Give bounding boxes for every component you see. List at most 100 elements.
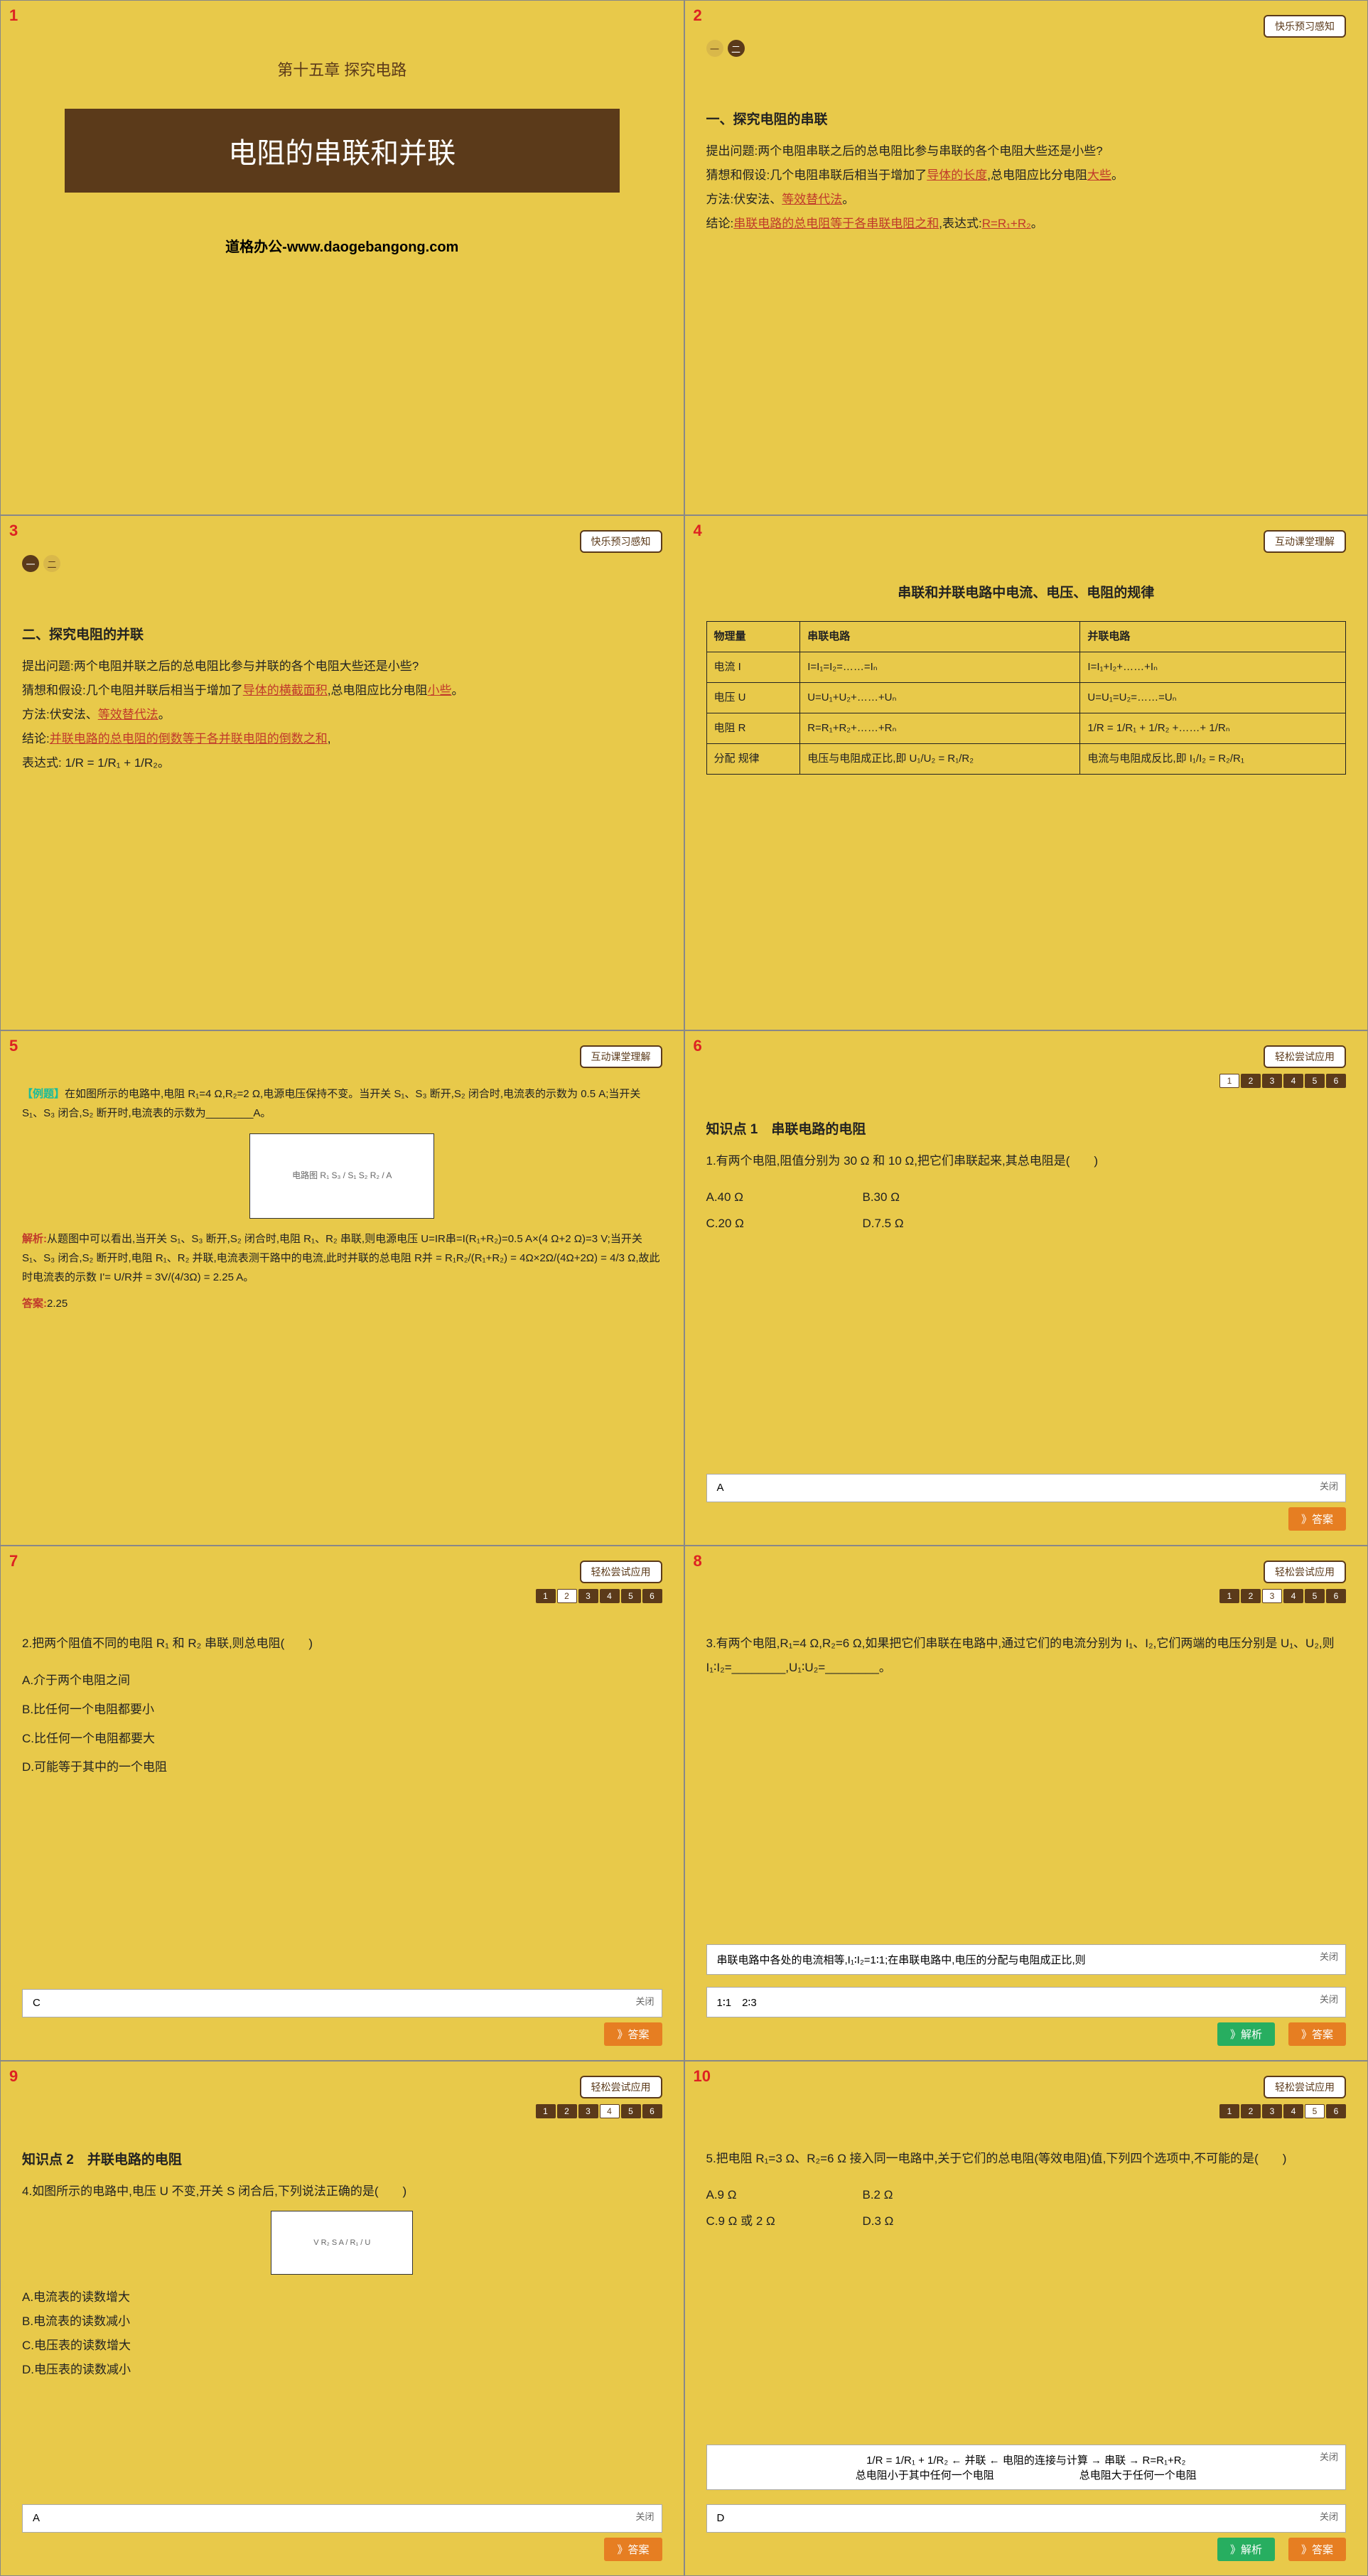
hypothesis: 猜想和假设:几个电阻并联后相当于增加了导体的横截面积,总电阻应比分电阻小些。: [22, 679, 662, 703]
page-6[interactable]: 6: [642, 2104, 662, 2118]
answer-button[interactable]: 》答案: [1288, 1507, 1346, 1531]
table-title: 串联和并联电路中电流、电压、电阻的规律: [706, 580, 1347, 607]
circuit-diagram: 电路图 R₁ S₃ / S₁ S₂ R₂ / A: [249, 1133, 434, 1219]
opt-a: A.介于两个电阻之间: [22, 1666, 662, 1696]
page-6[interactable]: 6: [642, 1589, 662, 1603]
page-2[interactable]: 2: [557, 1589, 577, 1603]
page-3[interactable]: 3: [1262, 1589, 1282, 1603]
question-text: 1.有两个电阻,阻值分别为 30 Ω 和 10 Ω,把它们串联起来,其总电阻是(…: [706, 1149, 1347, 1173]
slide-3: 3 快乐预习感知 一 二 二、探究电阻的并联 提出问题:两个电阻并联之后的总电阻…: [0, 515, 684, 1030]
close-label[interactable]: 关闭: [635, 2509, 654, 2523]
page-1[interactable]: 1: [1219, 2104, 1239, 2118]
page-4[interactable]: 4: [1283, 2104, 1303, 2118]
page-6[interactable]: 6: [1326, 1074, 1346, 1088]
page-4[interactable]: 4: [600, 2104, 620, 2118]
close-label[interactable]: 关闭: [1320, 2450, 1338, 2463]
formula-box: 关闭1/R = 1/R₁ + 1/R₂ ← 并联 ← 电阻的连接与计算 → 串联…: [706, 2445, 1347, 2490]
td: 分配 规律: [706, 744, 800, 775]
paginator: 123456: [1219, 2104, 1346, 2118]
td: 1/R = 1/R₁ + 1/R₂ +……+ 1/Rₙ: [1080, 713, 1346, 744]
page-1[interactable]: 1: [1219, 1074, 1239, 1088]
slide-8: 8 轻松尝试应用 123456 3.有两个电阻,R₁=4 Ω,R₂=6 Ω,如果…: [684, 1546, 1368, 2061]
conclusion: 结论:串联电路的总电阻等于各串联电阻之和,表达式:R=R₁+R₂。: [706, 212, 1347, 236]
dot-2[interactable]: 二: [728, 40, 745, 57]
knowledge-heading: 知识点 1 串联电路的电阻: [706, 1116, 1347, 1143]
page-6[interactable]: 6: [1326, 1589, 1346, 1603]
brand-text: 道格办公-www.daogebangong.com: [22, 235, 662, 256]
question-text: 4.如图所示的电路中,电压 U 不变,开关 S 闭合后,下列说法正确的是( ): [22, 2179, 662, 2204]
dot-1[interactable]: 一: [706, 40, 723, 57]
slide-number: 5: [9, 1037, 18, 1055]
page-4[interactable]: 4: [600, 1589, 620, 1603]
opt-a: A.9 Ω: [706, 2182, 863, 2208]
page-6[interactable]: 6: [1326, 2104, 1346, 2118]
page-2[interactable]: 2: [1241, 1589, 1261, 1603]
page-1[interactable]: 1: [536, 2104, 556, 2118]
dot-nav: 一 二: [706, 40, 1347, 57]
content-body: 【例题】在如图所示的电路中,电阻 R₁=4 Ω,R₂=2 Ω,电源电压保持不变。…: [22, 1084, 662, 1313]
section-badge: 互动课堂理解: [580, 1045, 662, 1068]
options: A.电流表的读数增大 B.电流表的读数减小 C.电压表的读数增大 D.电压表的读…: [22, 2285, 662, 2382]
paginator: 123456: [1219, 1074, 1346, 1088]
page-5[interactable]: 5: [1305, 2104, 1325, 2118]
answer-button[interactable]: 》答案: [1288, 2022, 1346, 2046]
page-3[interactable]: 3: [1262, 1074, 1282, 1088]
analysis-button[interactable]: 》解析: [1217, 2022, 1275, 2046]
answer-value: A: [33, 2512, 40, 2524]
close-label[interactable]: 关闭: [635, 1994, 654, 2008]
slide-6: 6 轻松尝试应用 123456 知识点 1 串联电路的电阻 1.有两个电阻,阻值…: [684, 1030, 1368, 1546]
slide-number: 3: [9, 522, 18, 540]
opt-d: D.电压表的读数减小: [22, 2358, 662, 2382]
page-5[interactable]: 5: [621, 2104, 641, 2118]
page-2[interactable]: 2: [1241, 2104, 1261, 2118]
dot-2[interactable]: 二: [43, 555, 60, 572]
answer-box: 关闭 D: [706, 2504, 1347, 2533]
answer-value: D: [717, 2512, 725, 2524]
section-badge: 轻松尝试应用: [580, 2076, 662, 2098]
td: U=U₁=U₂=……=Uₙ: [1080, 683, 1346, 713]
page-3[interactable]: 3: [578, 1589, 598, 1603]
page-5[interactable]: 5: [1305, 1589, 1325, 1603]
slide-number: 4: [694, 522, 702, 540]
page-3[interactable]: 3: [1262, 2104, 1282, 2118]
slide-4: 4 互动课堂理解 串联和并联电路中电流、电压、电阻的规律 物理量串联电路并联电路…: [684, 515, 1368, 1030]
page-5[interactable]: 5: [1305, 1074, 1325, 1088]
options: A.40 ΩB.30 Ω C.20 ΩD.7.5 Ω: [706, 1184, 1347, 1237]
page-3[interactable]: 3: [578, 2104, 598, 2118]
section-badge: 快乐预习感知: [1264, 15, 1346, 38]
page-5[interactable]: 5: [621, 1589, 641, 1603]
section-badge: 快乐预习感知: [580, 530, 662, 553]
opt-a: A.电流表的读数增大: [22, 2285, 662, 2310]
question-text: 提出问题:两个电阻串联之后的总电阻比参与串联的各个电阻大些还是小些?: [706, 139, 1347, 163]
opt-c: C.比任何一个电阻都要大: [22, 1725, 662, 1754]
content-body: 知识点 1 串联电路的电阻 1.有两个电阻,阻值分别为 30 Ω 和 10 Ω,…: [706, 1116, 1347, 1237]
analysis-value: 串联电路中各处的电流相等,I₁∶I₂=1∶1;在串联电路中,电压的分配与电阻成正…: [717, 1954, 1086, 1966]
opt-b: B.30 Ω: [863, 1184, 1019, 1210]
section-badge: 互动课堂理解: [1264, 530, 1346, 553]
slide-9: 9 轻松尝试应用 123456 知识点 2 并联电路的电阻 4.如图所示的电路中…: [0, 2061, 684, 2576]
paginator: 123456: [1219, 1589, 1346, 1603]
answer-button[interactable]: 》答案: [604, 2022, 662, 2046]
close-label[interactable]: 关闭: [1320, 1992, 1338, 2005]
page-1[interactable]: 1: [536, 1589, 556, 1603]
paginator: 123456: [536, 1589, 662, 1603]
page-2[interactable]: 2: [1241, 1074, 1261, 1088]
dot-1[interactable]: 一: [22, 555, 39, 572]
question-text: 3.有两个电阻,R₁=4 Ω,R₂=6 Ω,如果把它们串联在电路中,通过它们的电…: [706, 1632, 1347, 1680]
method: 方法:伏安法、等效替代法。: [22, 703, 662, 727]
slide-10: 10 轻松尝试应用 123456 5.把电阻 R₁=3 Ω、R₂=6 Ω 接入同…: [684, 2061, 1368, 2576]
answer-button[interactable]: 》答案: [1288, 2538, 1346, 2561]
page-4[interactable]: 4: [1283, 1589, 1303, 1603]
page-4[interactable]: 4: [1283, 1074, 1303, 1088]
td: 电阻 R: [706, 713, 800, 744]
options: A.9 ΩB.2 Ω C.9 Ω 或 2 ΩD.3 Ω: [706, 2182, 1347, 2235]
slide-number: 2: [694, 6, 702, 25]
close-label[interactable]: 关闭: [1320, 1479, 1338, 1492]
close-label[interactable]: 关闭: [1320, 2509, 1338, 2523]
analysis-button[interactable]: 》解析: [1217, 2538, 1275, 2561]
page-2[interactable]: 2: [557, 2104, 577, 2118]
page-1[interactable]: 1: [1219, 1589, 1239, 1603]
answer-button[interactable]: 》答案: [604, 2538, 662, 2561]
close-label[interactable]: 关闭: [1320, 1949, 1338, 1963]
opt-c: C.电压表的读数增大: [22, 2334, 662, 2358]
